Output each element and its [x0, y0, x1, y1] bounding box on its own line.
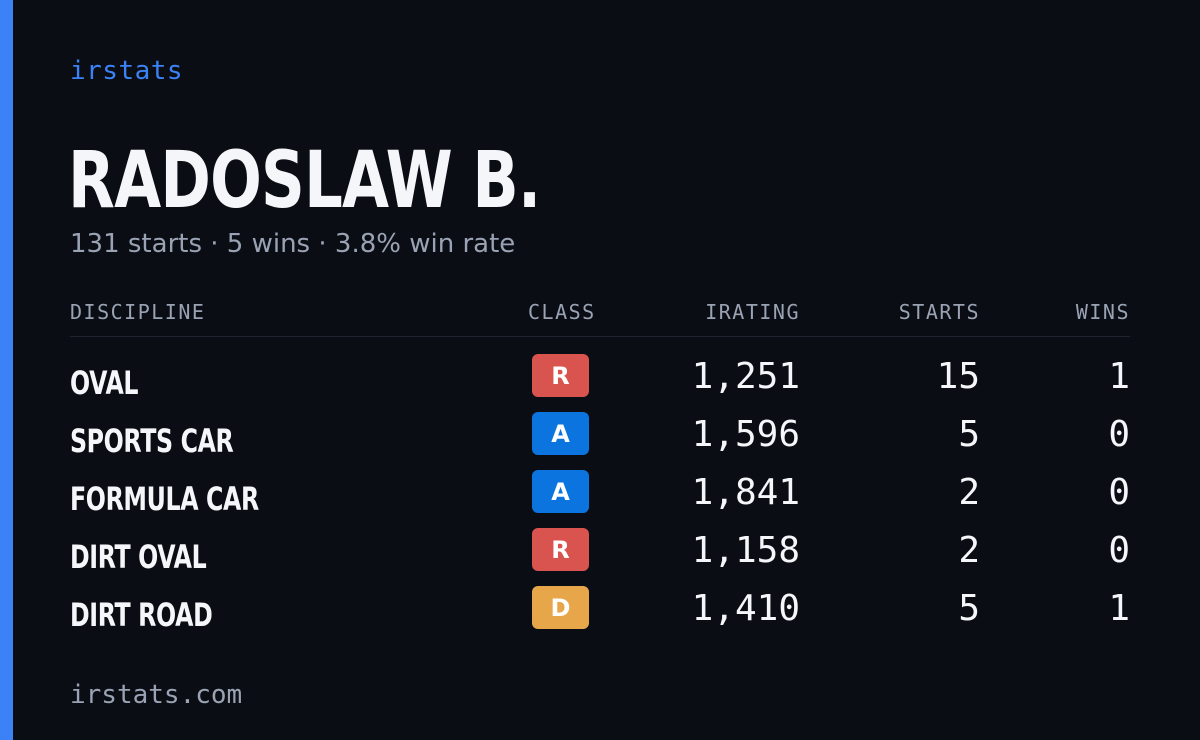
starts-value: 5 — [958, 588, 980, 629]
irating-value: 1,158 — [691, 530, 800, 571]
starts-value: 2 — [958, 472, 980, 513]
table-row: OVAL R 1,251 15 1 — [70, 350, 1130, 408]
class-badge: R — [532, 354, 589, 397]
starts-value: 2 — [958, 530, 980, 571]
column-header-starts: STARTS — [898, 300, 980, 324]
discipline-label: OVAL — [70, 364, 139, 402]
irating-value: 1,410 — [691, 588, 800, 629]
column-header-wins: WINS — [1075, 300, 1130, 324]
starts-value: 15 — [936, 356, 980, 397]
footer-url: irstats.com — [70, 680, 243, 710]
class-badge: R — [532, 528, 589, 571]
class-badge: D — [532, 586, 589, 629]
discipline-label: DIRT ROAD — [70, 596, 213, 634]
driver-summary: 131 starts · 5 wins · 3.8% win rate — [70, 229, 516, 259]
discipline-label: DIRT OVAL — [70, 538, 207, 576]
discipline-table: OVAL R 1,251 15 1 SPORTS CAR A 1,596 5 0… — [70, 350, 1130, 640]
discipline-label: SPORTS CAR — [70, 422, 234, 460]
table-row: DIRT OVAL R 1,158 2 0 — [70, 524, 1130, 582]
wins-value: 0 — [1108, 472, 1130, 513]
table-header: DISCIPLINE CLASS IRATING STARTS WINS — [70, 300, 1130, 337]
table-row: SPORTS CAR A 1,596 5 0 — [70, 408, 1130, 466]
class-badge: A — [532, 412, 589, 455]
irating-value: 1,596 — [691, 414, 800, 455]
irating-value: 1,841 — [691, 472, 800, 513]
table-row: FORMULA CAR A 1,841 2 0 — [70, 466, 1130, 524]
table-row: DIRT ROAD D 1,410 5 1 — [70, 582, 1130, 640]
wins-value: 0 — [1108, 530, 1130, 571]
wins-value: 1 — [1108, 356, 1130, 397]
starts-value: 5 — [958, 414, 980, 455]
class-badge: A — [532, 470, 589, 513]
brand-logo-text: irstats — [70, 56, 184, 86]
driver-name: RADOSLAW B. — [68, 136, 541, 226]
accent-bar — [0, 0, 13, 740]
irating-value: 1,251 — [691, 356, 800, 397]
wins-value: 0 — [1108, 414, 1130, 455]
column-header-irating: IRATING — [705, 300, 800, 324]
wins-value: 1 — [1108, 588, 1130, 629]
column-header-class: CLASS — [528, 300, 596, 324]
column-header-discipline: DISCIPLINE — [70, 300, 206, 324]
discipline-label: FORMULA CAR — [70, 480, 259, 518]
